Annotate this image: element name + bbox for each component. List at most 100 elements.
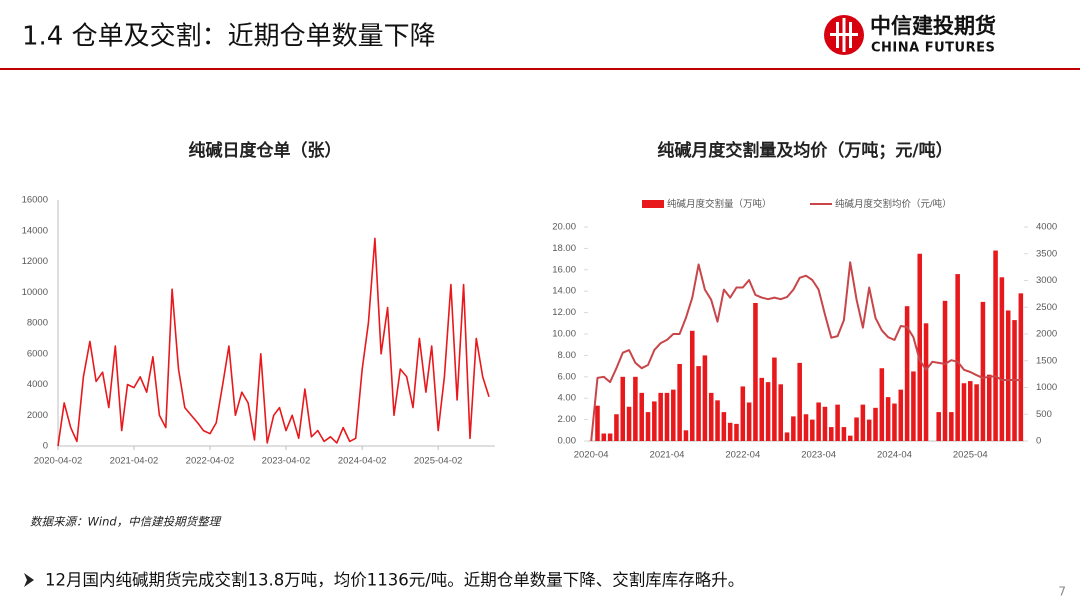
source-note: 数据来源：Wind，中信建投期货整理 — [30, 515, 222, 529]
bar — [645, 412, 651, 441]
bar — [936, 412, 941, 441]
y-tick-label: 16.00 — [552, 264, 576, 275]
bar — [727, 422, 733, 441]
bar — [1018, 293, 1024, 441]
bar — [734, 423, 739, 441]
y2-tick-label: 3500 — [1036, 248, 1057, 259]
bar — [898, 389, 904, 441]
legend-label: 纯碱月度交割量（万吨） — [667, 198, 772, 210]
y-tick-label: 14.00 — [552, 286, 576, 297]
y-tick-label: 4000 — [27, 379, 48, 390]
bar — [835, 404, 840, 441]
y-tick-label: 10.00 — [552, 329, 576, 340]
chart-title: 纯碱日度仓单（张） — [189, 140, 342, 161]
bar — [633, 376, 638, 441]
bar — [961, 383, 967, 441]
legend-label: 纯碱月度交割均价（元/吨） — [835, 198, 952, 210]
bar — [778, 384, 783, 441]
x-tick-label: 2023-04 — [801, 450, 836, 461]
y-tick-label: 20.00 — [552, 222, 576, 233]
bar — [677, 363, 682, 441]
bar — [885, 397, 891, 441]
bar — [980, 301, 986, 441]
bar — [595, 405, 600, 441]
chart-title: 纯碱月度交割量及均价（万吨；元/吨） — [657, 140, 952, 161]
bar — [904, 306, 910, 441]
x-tick-label: 2023-04-02 — [262, 456, 311, 467]
y2-tick-label: 1500 — [1036, 355, 1057, 366]
x-tick-label: 2025-04-02 — [414, 456, 463, 467]
y2-tick-label: 4000 — [1036, 222, 1057, 233]
bar — [923, 323, 929, 441]
y-tick-label: 8.00 — [558, 350, 577, 361]
bar — [993, 250, 998, 441]
bar — [746, 402, 752, 441]
y2-tick-label: 3000 — [1036, 275, 1057, 286]
x-tick-label: 2020-04 — [574, 450, 609, 461]
y2-tick-label: 1000 — [1036, 382, 1057, 393]
bar — [917, 253, 923, 441]
bar — [626, 406, 632, 441]
bar — [974, 384, 979, 441]
y-tick-label: 12000 — [22, 256, 48, 267]
bar — [911, 371, 916, 441]
y2-tick-label: 2000 — [1036, 329, 1057, 340]
slide-title: 1.4 仓单及交割：近期仓单数量下降 — [22, 22, 436, 52]
bar — [810, 419, 815, 441]
bullet-text: 12月国内纯碱期货完成交割13.8万吨，均价1136元/吨。近期仓单数量下降、交… — [45, 571, 744, 590]
bar — [803, 414, 809, 441]
bar — [854, 417, 859, 441]
bar — [1005, 310, 1011, 441]
y2-tick-label: 2500 — [1036, 302, 1057, 313]
x-tick-label: 2024-04 — [877, 450, 912, 461]
bar — [740, 386, 746, 441]
x-tick-label: 2021-04 — [650, 450, 685, 461]
x-tick-label: 2022-04-02 — [186, 456, 235, 467]
page-number: 7 — [1058, 585, 1066, 599]
bar — [968, 381, 973, 441]
bar — [689, 330, 695, 441]
bar — [721, 412, 727, 441]
legend-swatch — [642, 200, 664, 208]
bar — [671, 389, 676, 441]
x-tick-label: 2022-04 — [725, 450, 760, 461]
bar — [791, 416, 796, 441]
bar — [999, 277, 1005, 441]
y-tick-label: 16000 — [22, 195, 48, 206]
y-tick-label: 8000 — [27, 318, 48, 329]
bar — [759, 377, 765, 441]
x-tick-label: 2025-04 — [953, 450, 988, 461]
bar — [784, 432, 790, 441]
y-tick-label: 14000 — [22, 225, 48, 236]
bar — [639, 392, 644, 441]
bar — [753, 302, 758, 441]
bar — [797, 362, 802, 441]
bar — [879, 368, 885, 441]
bar — [601, 433, 607, 441]
bar — [765, 382, 771, 441]
y-tick-label: 2.00 — [558, 414, 577, 425]
logo-en: CHINA FUTURES — [871, 41, 995, 56]
y-tick-label: 0 — [43, 441, 48, 452]
bar — [696, 366, 701, 441]
y-tick-label: 6000 — [27, 348, 48, 359]
bar — [816, 402, 821, 441]
logo-cn: 中信建投期货 — [870, 14, 996, 38]
bar — [702, 355, 708, 441]
y-tick-label: 12.00 — [552, 307, 576, 318]
bar — [652, 401, 657, 441]
x-tick-label: 2021-04-02 — [110, 456, 159, 467]
y-tick-label: 6.00 — [558, 371, 577, 382]
bar — [715, 400, 720, 441]
bar — [860, 404, 866, 441]
bar — [614, 414, 619, 441]
data-line — [57, 237, 490, 447]
y-tick-label: 10000 — [22, 287, 48, 298]
bar — [841, 427, 847, 441]
y-tick-label: 4.00 — [558, 393, 577, 404]
bar — [607, 433, 613, 441]
bar — [873, 407, 878, 441]
bar — [822, 406, 828, 441]
bar — [772, 357, 777, 441]
